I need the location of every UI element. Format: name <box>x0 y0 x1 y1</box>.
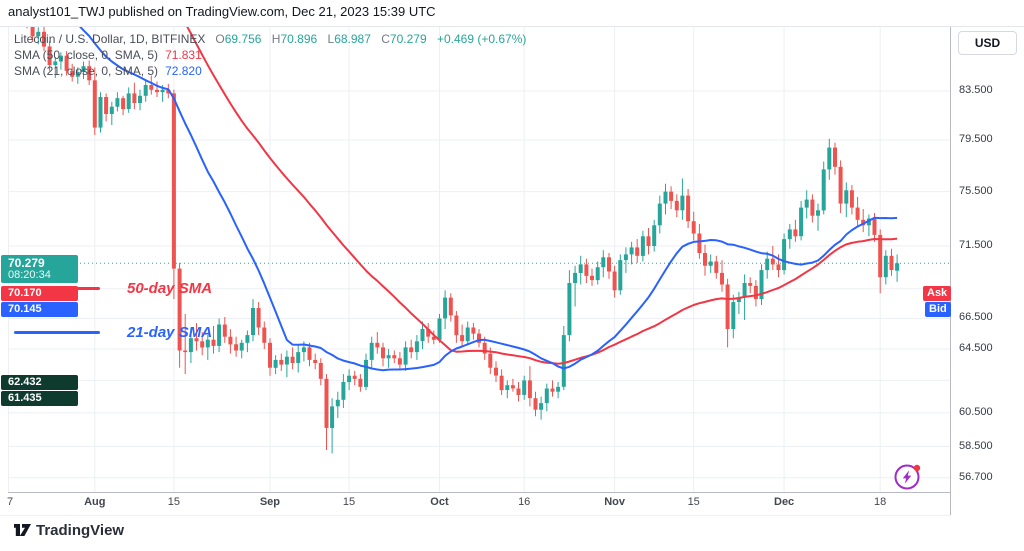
ask-price-badge[interactable]: 70.170 <box>1 286 78 302</box>
price-tick-label: 66.500 <box>959 311 993 324</box>
open-label: O <box>215 32 225 46</box>
pane-top-border <box>0 26 1024 27</box>
legend: Litecoin / U.S. Dollar, 1D, BITFINEX O69… <box>14 31 533 79</box>
lightning-bolt-glyph <box>902 470 912 484</box>
sma50-label: SMA (50, close, 0, SMA, 5) <box>14 48 159 62</box>
ohlc-readout: O69.756 H70.896 L68.987 C70.279 +0.469 (… <box>215 32 533 46</box>
change-value: +0.469 (+0.67%) <box>436 32 527 46</box>
sma21-annotation-line[interactable] <box>14 331 100 334</box>
price-tick-label: 56.700 <box>959 470 993 483</box>
high-value: 70.896 <box>280 32 318 46</box>
sma21-annotation-label[interactable]: 21-day SMA <box>127 324 213 341</box>
bid-tag[interactable]: Bid <box>925 302 951 318</box>
sma50-line[interactable] <box>27 27 898 365</box>
price-tick-label: 58.500 <box>959 439 993 452</box>
tradingview-logo-icon[interactable] <box>13 522 33 538</box>
time-tick-label: 18 <box>874 496 887 508</box>
bid-price-badge[interactable]: 70.145 <box>1 302 78 318</box>
time-tick-label: Oct <box>430 496 449 508</box>
time-tick-label: Aug <box>84 496 106 508</box>
time-tick-label: Nov <box>604 496 625 508</box>
price-tick-label: 83.500 <box>959 83 993 96</box>
sma21-value: 72.820 <box>165 64 202 78</box>
bar-countdown: 08:20:34 <box>8 269 51 282</box>
close-label: C <box>381 32 390 46</box>
price-tick-label: 79.500 <box>959 133 993 146</box>
axis-separator <box>950 27 951 516</box>
time-tick-label: 15 <box>167 496 181 508</box>
tradingview-wordmark[interactable]: TradingView <box>36 522 125 539</box>
symbol-title[interactable]: Litecoin / U.S. Dollar, 1D, BITFINEX <box>14 32 206 46</box>
last-price-value: 70.279 <box>8 256 45 271</box>
footer-separator <box>0 515 1024 516</box>
price-tick-label: 64.500 <box>959 341 993 354</box>
ask-tag[interactable]: Ask <box>923 286 952 302</box>
level-price-badge: 61.435 <box>1 390 78 406</box>
open-value: 69.756 <box>224 32 262 46</box>
time-tick-label: Dec <box>774 496 795 508</box>
close-value: 70.279 <box>389 32 427 46</box>
time-tick-label: 16 <box>518 496 531 508</box>
legend-symbol-row: Litecoin / U.S. Dollar, 1D, BITFINEX O69… <box>14 31 533 47</box>
footer: TradingView <box>0 516 1024 551</box>
time-tick-label: 15 <box>687 496 700 508</box>
alert-dot <box>913 464 921 472</box>
legend-sma21-row[interactable]: SMA (21, close, 0, SMA, 5) 72.820 <box>14 63 533 79</box>
time-tick-label: Sep <box>259 496 281 508</box>
sma50-value: 71.831 <box>165 48 202 62</box>
legend-sma50-row[interactable]: SMA (50, close, 0, SMA, 5) 71.831 <box>14 47 533 63</box>
publish-info: analyst101_TWJ published on TradingView.… <box>8 4 436 19</box>
sma21-line[interactable] <box>27 27 898 372</box>
price-tick-label: 71.500 <box>959 239 993 252</box>
price-axis[interactable]: USD 83.500 79.500 75.500 71.500 66.500 64.500… <box>951 27 1024 516</box>
level-price-badge: 62.432 <box>1 374 78 390</box>
time-axis-line <box>8 492 1024 493</box>
sma50-annotation-label[interactable]: 50-day SMA <box>127 280 213 297</box>
price-chart-canvas[interactable] <box>8 27 950 492</box>
price-tick-label: 75.500 <box>959 184 993 197</box>
sma21-label: SMA (21, close, 0, SMA, 5) <box>14 64 159 78</box>
candles-layer <box>26 27 900 454</box>
grid-layer <box>8 27 950 492</box>
price-tick-label: 60.500 <box>959 405 993 418</box>
time-tick-label: 7 <box>7 496 14 508</box>
low-value: 68.987 <box>334 32 371 46</box>
currency-toggle-button[interactable]: USD <box>958 31 1017 55</box>
time-tick-label: 15 <box>342 496 356 508</box>
high-label: H <box>271 32 281 46</box>
flash-boost-icon[interactable] <box>892 461 926 493</box>
last-price-badge: 70.279 08:20:34 <box>1 255 78 284</box>
low-label: L <box>327 32 335 46</box>
time-axis[interactable]: 7 Aug 15 Sep 15 Oct 16 Nov 15 Dec 18 <box>0 496 1024 514</box>
